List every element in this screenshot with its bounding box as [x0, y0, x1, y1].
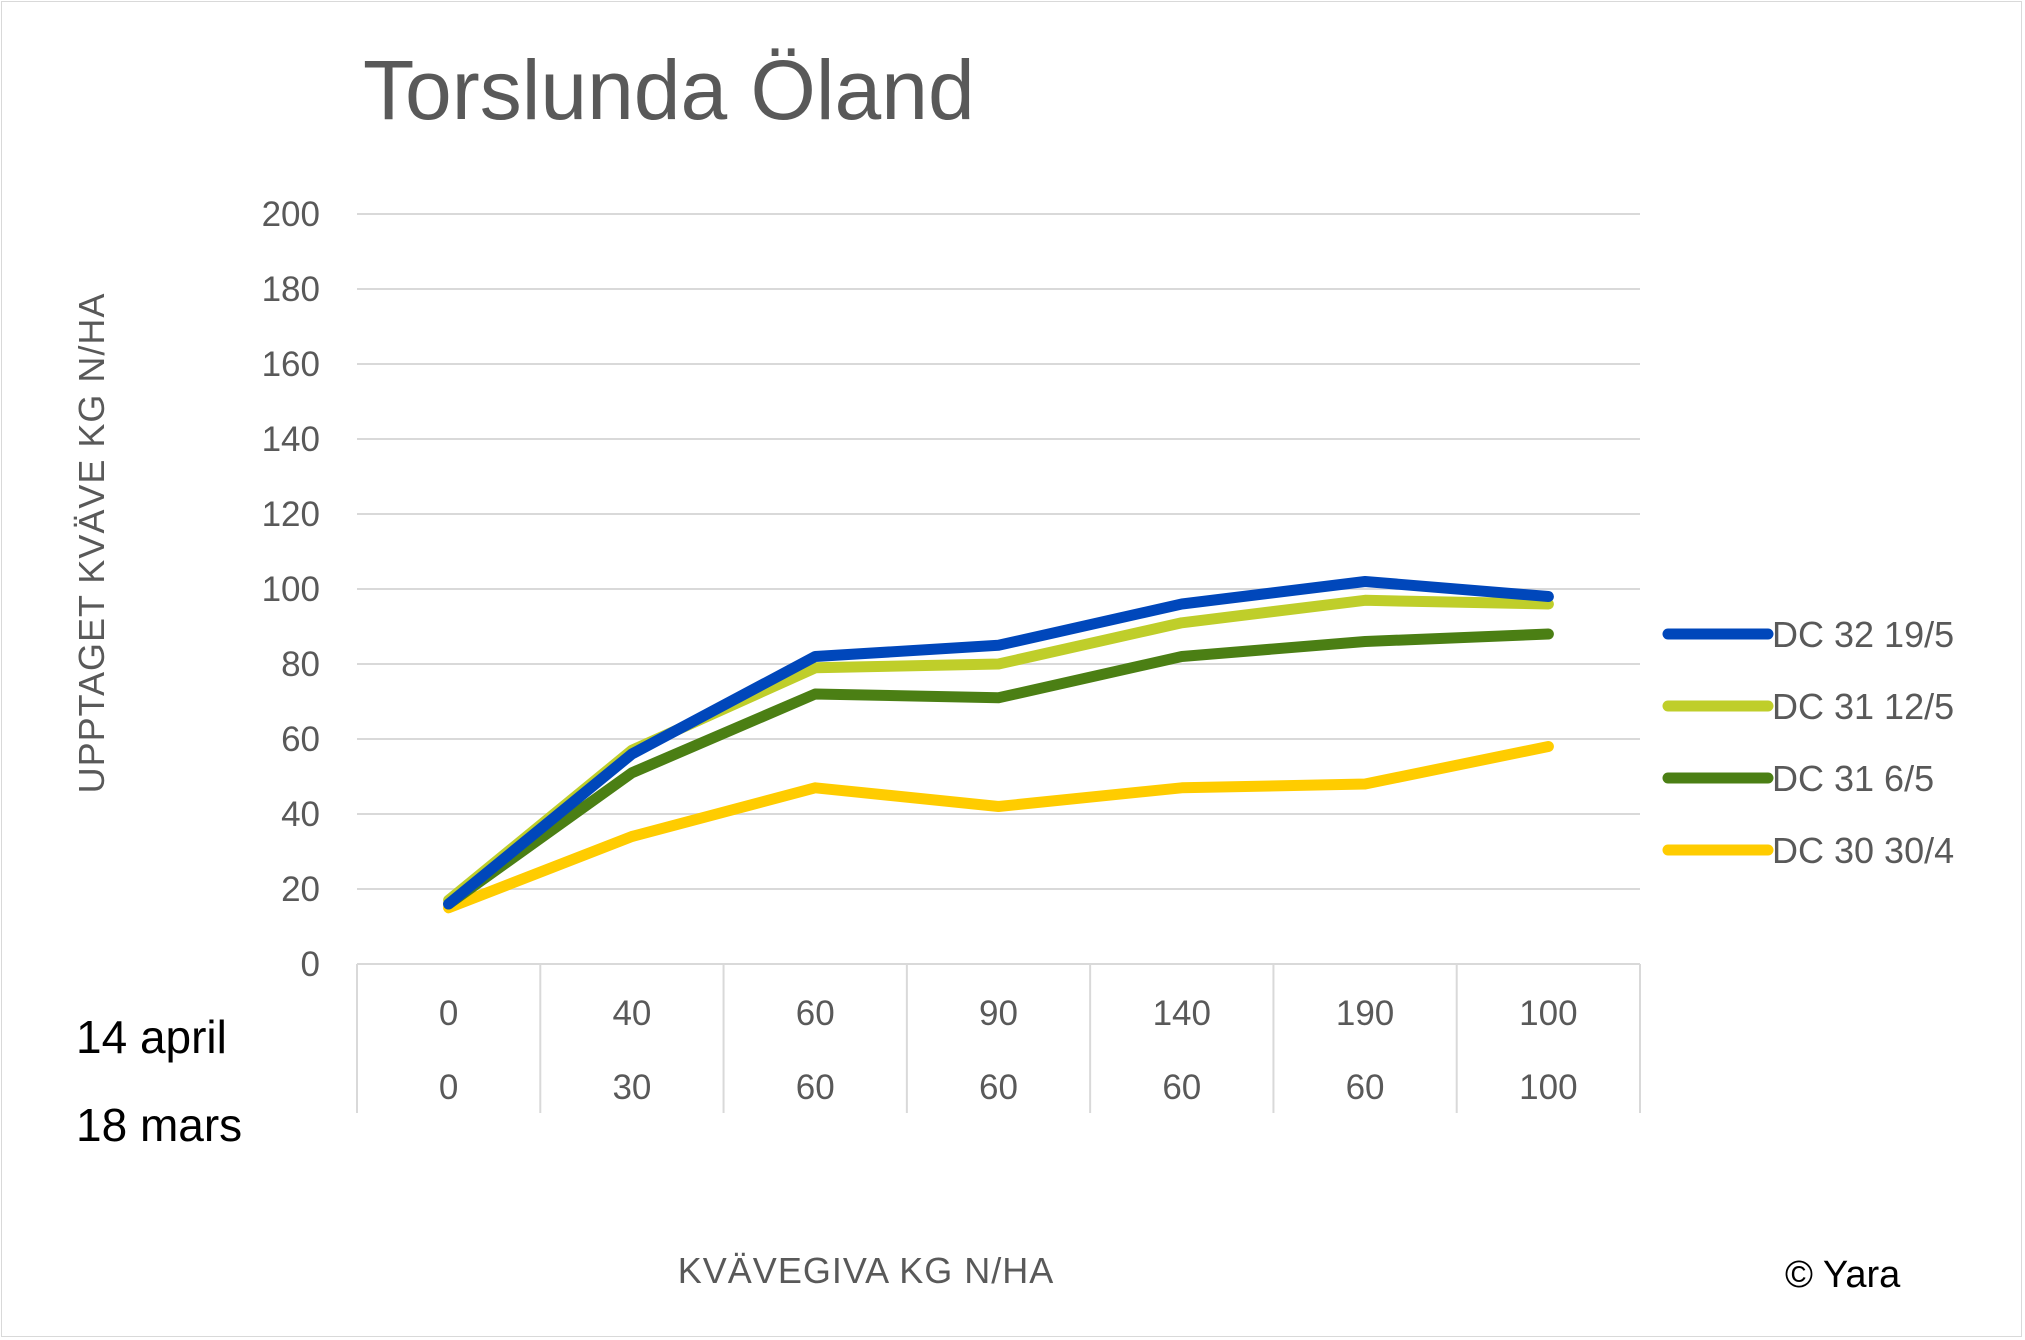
x-tick-label-1-3: 90: [979, 994, 1018, 1033]
series-line-3: [443, 628, 1554, 910]
y-tick-label-60: 60: [281, 720, 320, 759]
legend-label-2: DC 31 12/5: [1772, 686, 1954, 727]
x-tick-label-2-1: 30: [612, 1068, 651, 1107]
legend-label-1: DC 32 19/5: [1772, 614, 1954, 655]
chart-title: Torslunda Öland: [363, 43, 975, 137]
y-tick-label-80: 80: [281, 645, 320, 684]
legend: DC 32 19/5 DC 31 12/5 DC 31 6/5 DC 30 30/4: [1662, 614, 1954, 871]
x-tick-label-2-2: 60: [796, 1068, 835, 1107]
legend-label-4: DC 30 30/4: [1772, 830, 1954, 871]
legend-label-3: DC 31 6/5: [1772, 758, 1934, 799]
x-tick-label-1-6: 100: [1519, 994, 1577, 1033]
y-tick-label-200: 200: [262, 195, 320, 234]
series-line-1: [443, 576, 1554, 910]
x-tick-label-1-1: 40: [612, 994, 651, 1033]
x-tick-label-1-5: 190: [1336, 994, 1394, 1033]
x-tick-label-1-4: 140: [1153, 994, 1211, 1033]
series-lines: [443, 576, 1554, 914]
x-tick-label-2-0: 0: [439, 1068, 458, 1107]
y-tick-label-160: 160: [262, 345, 320, 384]
x-tick-label-2-6: 100: [1519, 1068, 1577, 1107]
y-tick-label-140: 140: [262, 420, 320, 459]
y-tick-label-20: 20: [281, 870, 320, 909]
x-tick-label-1-0: 0: [439, 994, 458, 1033]
y-tick-label-40: 40: [281, 795, 320, 834]
axes: 0 20 40 60 80 100 120 140 160 180 200 0 0 40 30 60 60 90 6…: [262, 195, 1641, 1113]
x-tick-label-1-2: 60: [796, 994, 835, 1033]
x-tick-label-2-4: 60: [1162, 1068, 1201, 1107]
y-tick-label-0: 0: [301, 945, 320, 984]
series-line-4: [443, 741, 1554, 914]
x-axis-label: KVÄVEGIVA KG N/HA: [677, 1250, 1055, 1291]
x-tick-label-2-3: 60: [979, 1068, 1018, 1107]
gridlines: [357, 213, 1640, 890]
category-row-label-1: 14 april: [76, 1011, 227, 1063]
x-tick-label-2-5: 60: [1346, 1068, 1385, 1107]
copyright-notice: © Yara: [1785, 1254, 1901, 1296]
y-tick-label-120: 120: [262, 495, 320, 534]
y-tick-label-100: 100: [262, 570, 320, 609]
category-row-label-2: 18 mars: [76, 1099, 243, 1151]
y-tick-label-180: 180: [262, 270, 320, 309]
